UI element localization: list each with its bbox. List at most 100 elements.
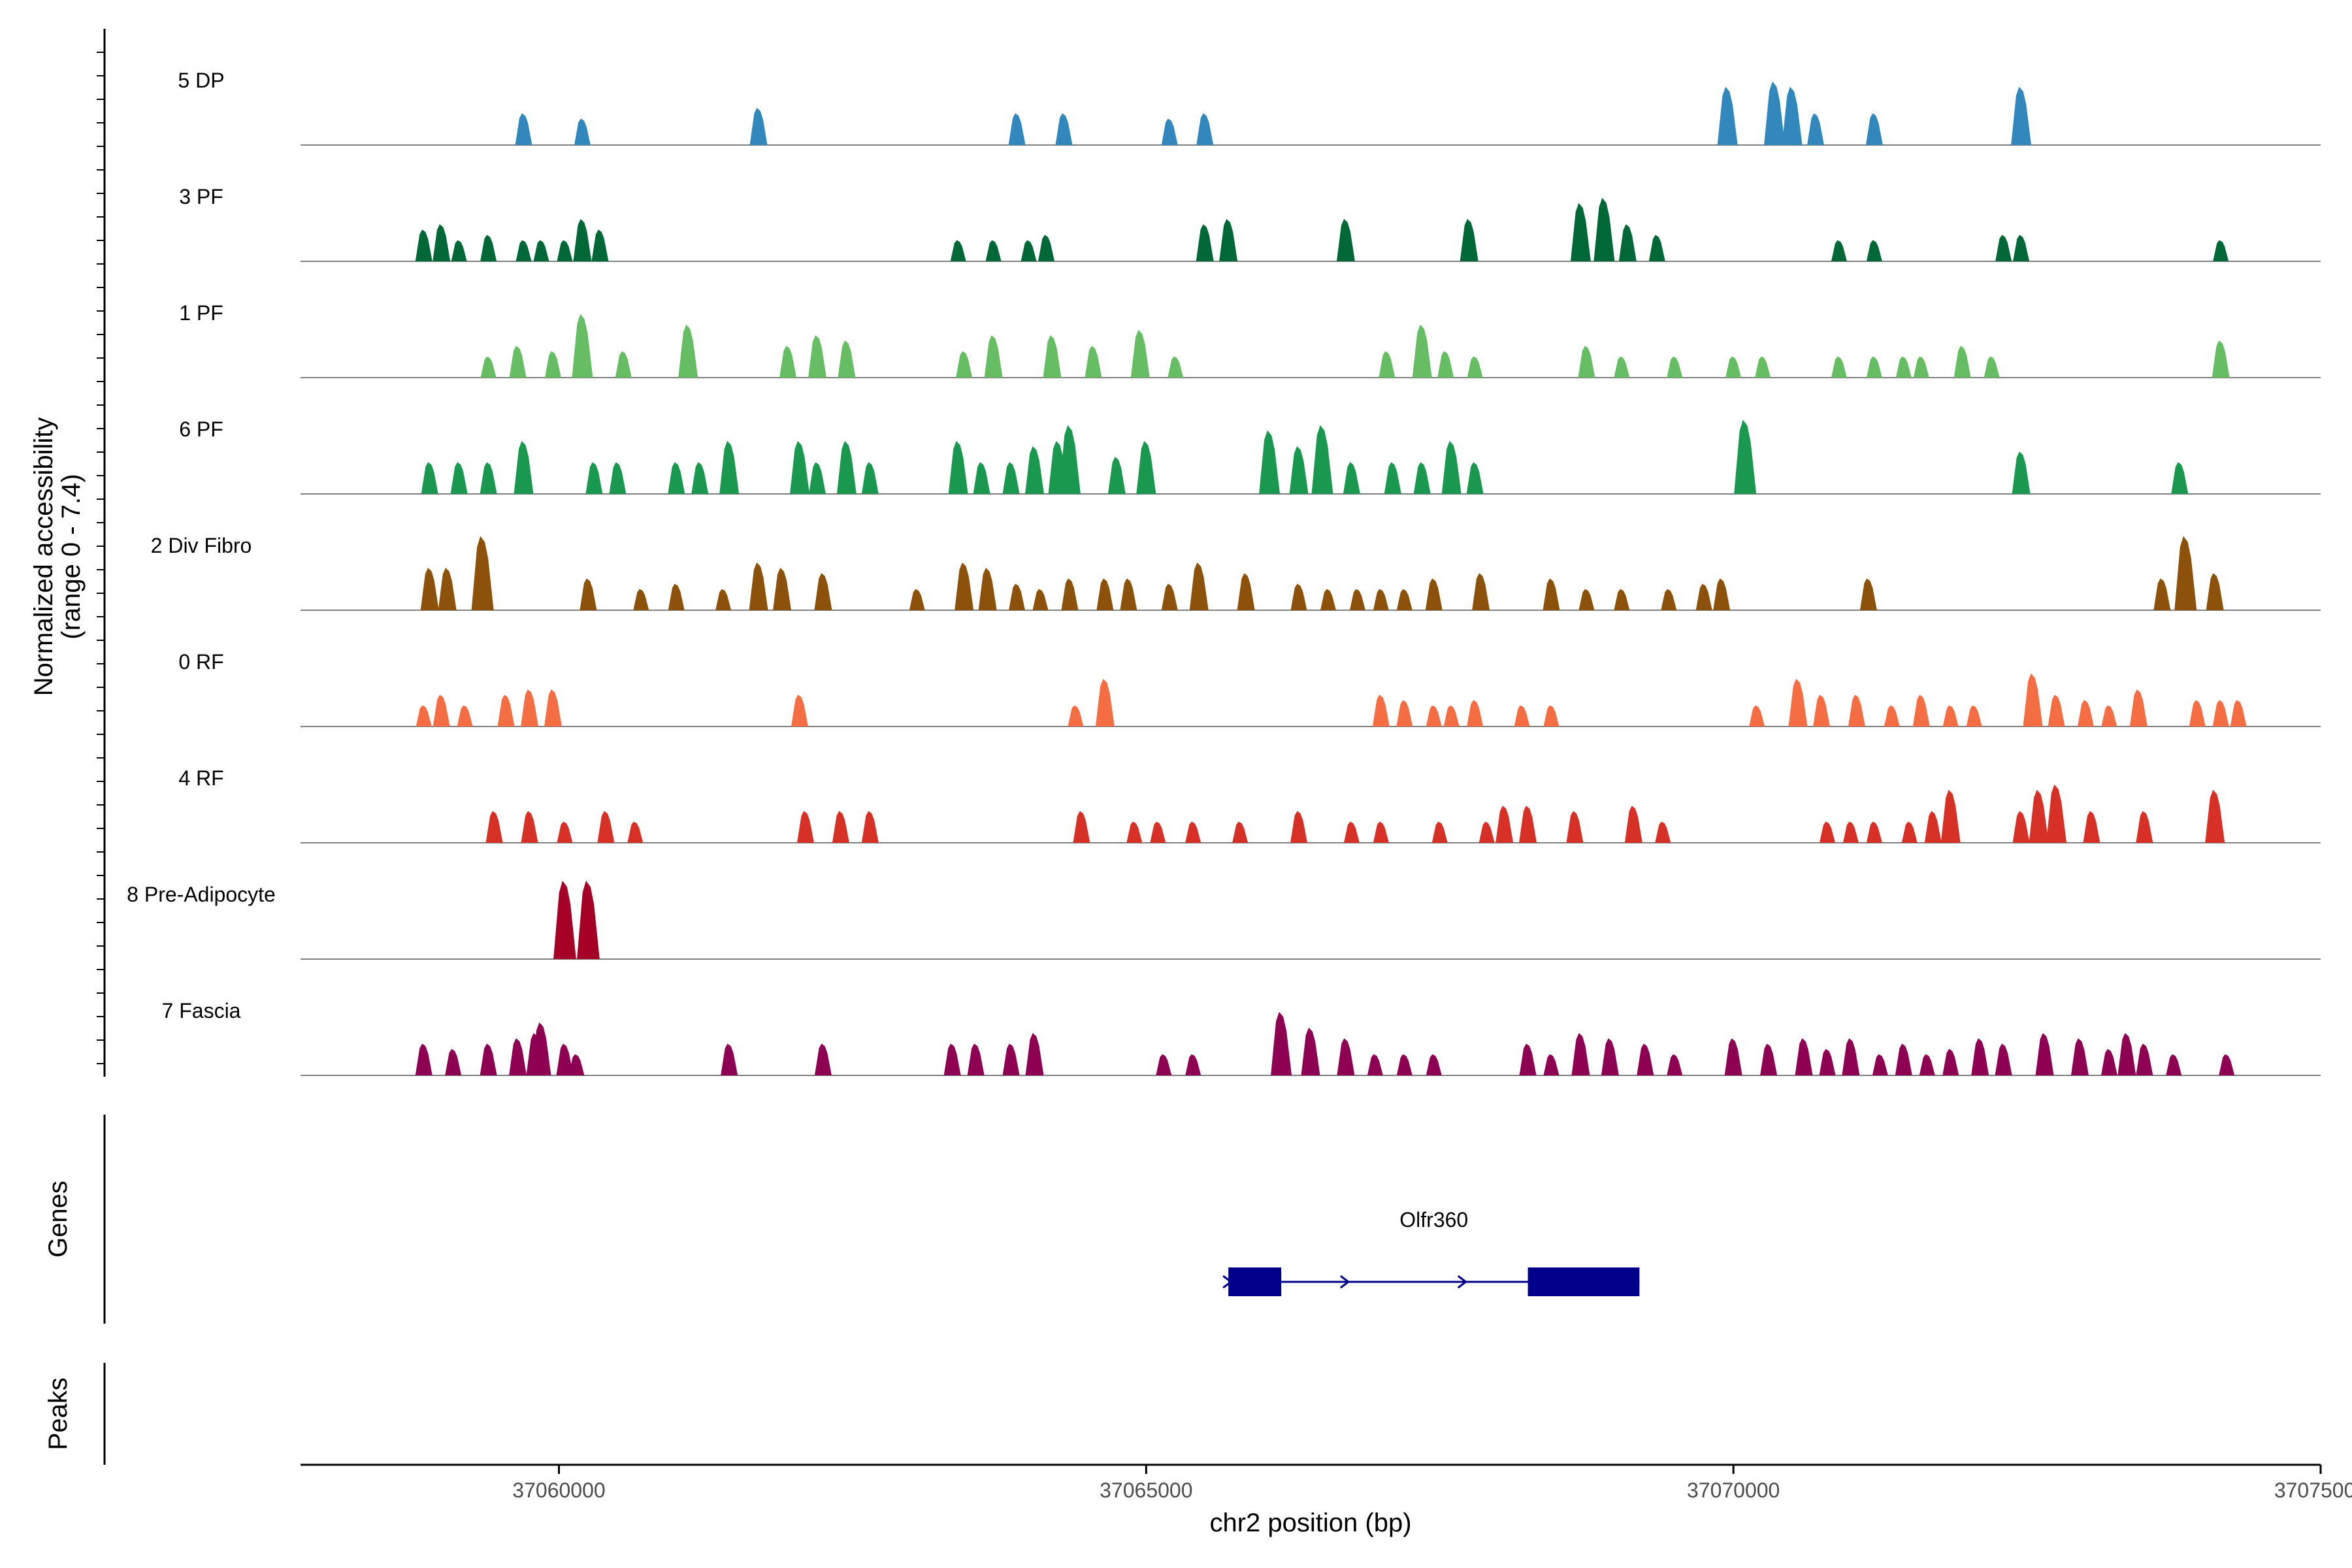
coverage-peak (1441, 440, 1462, 494)
track-panel-axes (97, 29, 106, 1465)
coverage-peak (1667, 1054, 1683, 1075)
coverage-peak (1196, 113, 1214, 145)
coverage-peak (691, 462, 709, 494)
gene-track: Olfr360 (1222, 1208, 1640, 1296)
coverage-peak (973, 462, 990, 494)
coverage-peak (415, 1043, 433, 1075)
coverage-peak (1061, 578, 1079, 610)
coverage-peak (1984, 356, 2000, 378)
coverage-peak (1161, 583, 1178, 610)
coverage-peak (1185, 821, 1201, 843)
coverage-peak (836, 440, 857, 494)
coverage-peak (515, 240, 532, 261)
x-axis-ticks: 37060000 37065000 37070000 37075000 (512, 1465, 2352, 1502)
coverage-peak (1913, 356, 1929, 378)
coverage-peak (978, 568, 997, 610)
coverage-peak (2012, 451, 2031, 494)
coverage-peak (1373, 821, 1389, 843)
coverage-peak (557, 821, 573, 843)
gene-exons (1228, 1267, 1640, 1296)
coverage-peak (1865, 113, 1883, 145)
strand-arrow (1457, 1275, 1468, 1289)
coverage-peak (909, 589, 925, 610)
coverage-peak (416, 705, 432, 727)
coverage-peak (1396, 1054, 1413, 1075)
coverage-peak (2136, 811, 2153, 843)
coverage-peak (1807, 113, 1824, 145)
coverage-peak (1966, 705, 1982, 727)
coverage-peak (1055, 113, 1073, 145)
coverage-peak (627, 821, 644, 843)
track-label-0-rf: 0 RF (178, 650, 223, 674)
coverage-peak (1637, 1043, 1654, 1075)
track-label-5-dp: 5 DP (178, 69, 224, 92)
track-label-7-fascia: 7 Fascia (162, 999, 241, 1022)
coverage-peak (1764, 81, 1786, 145)
coverage-peak (1120, 578, 1137, 610)
genes-panel-label: Genes (44, 1181, 73, 1258)
coverage-peak (1655, 821, 1671, 843)
coverage-peak (1940, 789, 1961, 843)
coverage-peak (1130, 330, 1150, 378)
coverage-peak (1472, 573, 1490, 610)
coverage-peak (1443, 705, 1460, 727)
coverage-peak (1367, 1054, 1383, 1075)
coverage-peak (556, 1043, 574, 1075)
coverage-peak (545, 351, 561, 378)
coverage-peak (2136, 1043, 2153, 1075)
coverage-peak (668, 583, 685, 610)
coverage-peak (1467, 700, 1484, 727)
coverage-peak (1412, 324, 1432, 378)
coverage-peak (2077, 700, 2094, 727)
x-tick-label: 37065000 (1100, 1478, 1192, 1502)
coverage-peak (943, 1043, 961, 1075)
coverage-peak (521, 811, 538, 843)
coverage-peak (1543, 578, 1560, 610)
coverage-peak (591, 229, 609, 261)
coverage-peak (721, 1043, 738, 1075)
coverage-peak (585, 462, 603, 494)
coverage-peak (544, 689, 562, 727)
track-2-div-fibro: 2 Div Fibro (151, 534, 2321, 611)
coverage-peak (2213, 240, 2229, 261)
coverage-peak (814, 1043, 832, 1075)
coverage-peak (1259, 430, 1281, 494)
coverage-peak (1136, 440, 1156, 494)
coverage-peak (779, 346, 797, 378)
coverage-peak (572, 314, 593, 378)
coverage-peak (515, 113, 532, 145)
coverage-peak (2171, 462, 2189, 494)
coverage-peak (1021, 240, 1037, 261)
coverage-peak (433, 694, 450, 727)
coverage-peak (633, 589, 649, 610)
coverage-peak (1624, 806, 1642, 843)
coverage-peak (1196, 224, 1214, 261)
coverage-peak (2101, 705, 2117, 727)
coverage-peak (1884, 705, 1900, 727)
track-label-1-pf: 1 PF (179, 301, 223, 325)
coverage-peak (861, 462, 879, 494)
coverage-peak (1912, 694, 1930, 727)
coverage-peak (1788, 679, 1808, 727)
coverage-peak (2083, 811, 2100, 843)
coverage-peak (2212, 700, 2229, 727)
coverage-peak (1460, 219, 1478, 261)
coverage-peak (1667, 356, 1683, 378)
coverage-peak (2129, 689, 2148, 727)
coverage-peak (531, 1022, 551, 1075)
coverage-peak (1842, 1038, 1860, 1075)
coverage-peak (1495, 806, 1514, 843)
coverage-peak (1661, 589, 1677, 610)
coverage-peak (1795, 1038, 1813, 1075)
coverage-peak (1724, 1038, 1742, 1075)
coverage-peak (1924, 811, 1942, 843)
coverage-peak (1842, 821, 1859, 843)
coverage-peak (1866, 240, 1882, 261)
coverage-tracks: 5 DP 3 PF 1 PF 6 PF 2 Div Fibro 0 RF 4 RF 8 Pre… (127, 69, 2321, 1076)
coverage-peak (1379, 351, 1396, 378)
coverage-peak (1519, 1043, 1537, 1075)
coverage-peak (1514, 705, 1530, 727)
coverage-peak (1058, 425, 1081, 494)
coverage-peak (1337, 1038, 1355, 1075)
y-axis-label-line2: (range 0 - 7.4) (57, 474, 86, 639)
